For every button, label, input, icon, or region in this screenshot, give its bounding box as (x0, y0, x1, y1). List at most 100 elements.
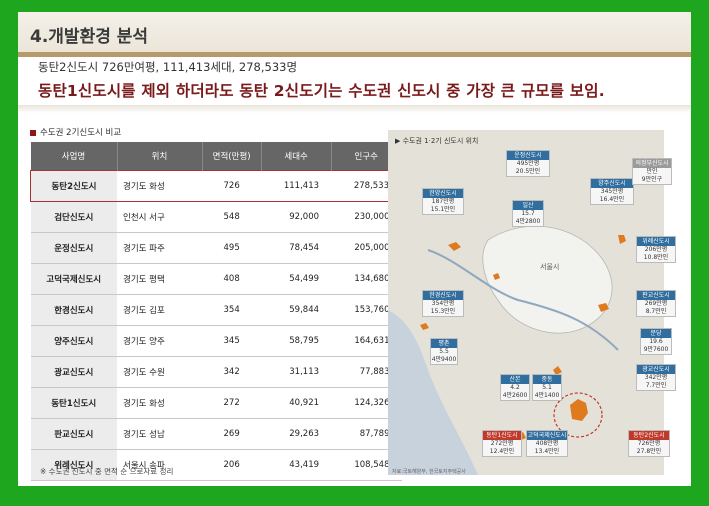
box-line: 15.7 (521, 210, 535, 217)
map-box-ilsan: 일산 15.7 4만2800 (512, 200, 544, 227)
table-row: 한경신도시 경기도 김포 354 59,844 153,760 (30, 294, 402, 326)
map-source: 자료:국토해양부, 한국토지주택공사 (392, 469, 466, 475)
river (427, 249, 619, 351)
map-box-dongtan1: 동탄1신도시 272만평 12.4만인 (482, 430, 522, 457)
cell-name: 고덕국제신도시 (30, 263, 117, 295)
cell-location: 경기도 파주 (117, 232, 202, 264)
table-caption: 수도권 2기신도시 비교 (30, 126, 121, 138)
cell-location: 경기도 수원 (117, 356, 202, 388)
table-row: 광교신도시 경기도 수원 342 31,113 77,883 (30, 356, 402, 388)
box-head: 한경신도시 (423, 291, 463, 300)
box-line: 206만평 (644, 246, 668, 253)
cell-area: 342 (202, 356, 262, 388)
table-row: 판교신도시 경기도 성남 269 29,263 87,789 (30, 418, 402, 450)
table-caption-text: 수도권 2기신도시 비교 (40, 128, 122, 138)
table-row: 위례신도시 서울시 송파 206 43,419 108,548 (30, 449, 402, 481)
cell-households: 59,844 (261, 294, 332, 326)
header-households: 세대수 (261, 142, 332, 171)
divider (18, 105, 691, 113)
box-head: 한양신도시 (423, 189, 463, 198)
cell-households: 58,795 (261, 325, 332, 357)
cell-location: 경기도 평택 (117, 263, 202, 295)
box-line: 354만평 (431, 300, 455, 307)
box-line: 13.4만인 (534, 448, 560, 455)
header-area: 면적(만평) (202, 142, 262, 171)
map-box-dongtan2: 동탄2신도시 726만평 27.8만인 (628, 430, 670, 457)
blob-b (618, 235, 626, 244)
map-box-unjeong: 운정신도시 495만평 20.5만인 (506, 150, 550, 177)
cell-households: 40,921 (261, 387, 332, 419)
header-name: 사업명 (30, 142, 118, 171)
cell-households: 92,000 (261, 201, 332, 233)
cell-households: 54,499 (261, 263, 332, 295)
cell-households: 29,263 (261, 418, 332, 450)
cell-name: 검단신도시 (30, 201, 117, 233)
map-city-label: 서울시 (540, 263, 560, 271)
box-head: 운정신도시 (507, 151, 549, 160)
cell-name: 위례신도시 (30, 449, 117, 481)
map-box-hangyeong: 한경신도시 354만평 15.3만인 (422, 290, 464, 317)
table-row: 검단신도시 인천시 서구 548 92,000 230,000 (30, 201, 402, 233)
blob-dongtan2 (570, 399, 588, 421)
map-box-jungdong: 중동 5.1 4만1400 (532, 374, 562, 401)
box-head: 광교신도시 (637, 365, 675, 374)
map-box-uijeongbu: 의정부신도시 만인 9만인구 (632, 158, 672, 185)
box-line: 9만인구 (641, 176, 663, 183)
table-row: 운정신도시 경기도 파주 495 78,454 205,000 (30, 232, 402, 264)
bullet-square-icon (30, 129, 36, 136)
cell-households: 111,413 (261, 170, 332, 202)
blob-c (598, 303, 609, 312)
map-box-pangyo: 판교신도시 269만평 8.7만인 (636, 290, 676, 317)
cell-location: 경기도 양주 (117, 325, 202, 357)
blob-e (420, 323, 429, 330)
highlight-circle (553, 392, 603, 438)
map-box-yangju: 양주신도시 345만평 16.4만인 (590, 178, 634, 205)
map-box-pyeongchon: 평촌 5.5 4만9400 (430, 338, 458, 365)
map-box-bundang: 분당 19.6 9만7600 (640, 328, 672, 355)
table-row: 고덕국제신도시 경기도 평택 408 54,499 134,680 (30, 263, 402, 295)
blob-d (553, 366, 562, 375)
cell-name: 광교신도시 (30, 356, 117, 388)
map-box-gwanggyo: 광교신도시 342만평 7.7만인 (636, 364, 676, 391)
box-head: 일산 (513, 201, 543, 210)
section-title: 4.개발환경 분석 (30, 27, 149, 47)
cell-households: 31,113 (261, 356, 332, 388)
seoul-area (482, 225, 613, 334)
cell-location: 서울시 송파 (117, 449, 202, 481)
box-line: 19.6 (649, 338, 663, 345)
box-line: 4만1400 (534, 392, 560, 399)
cell-location: 경기도 김포 (117, 294, 202, 326)
box-line: 4만2600 (502, 392, 528, 399)
box-head: 의정부신도시 (633, 159, 671, 168)
table-row: 동탄1신도시 경기도 화성 272 40,921 124,326 (30, 387, 402, 419)
title-stripe (18, 52, 691, 57)
box-line: 27.8만인 (636, 448, 662, 455)
map-box-wirye: 위례신도시 206만평 10.8만인 (636, 236, 676, 263)
headline: 동탄1신도시를 제외 하더라도 동탄 2신도기는 수도권 신도시 중 가장 큰 … (38, 82, 605, 100)
box-line: 8.7만인 (645, 308, 667, 315)
box-head: 판교신도시 (637, 291, 675, 300)
box-head: 분당 (641, 329, 671, 338)
cell-area: 726 (202, 170, 262, 202)
cell-area: 548 (202, 201, 262, 233)
summary-line: 동탄2신도시 726만여평, 111,413세대, 278,533명 (38, 60, 298, 74)
box-line: 20.5만인 (515, 168, 541, 175)
box-line: 4만2800 (515, 218, 541, 225)
box-line: 495만평 (516, 160, 540, 167)
cell-location: 경기도 화성 (117, 387, 202, 419)
cell-name: 동탄1신도시 (30, 387, 117, 419)
box-head: 양주신도시 (591, 179, 633, 188)
box-head: 위례신도시 (637, 237, 675, 246)
blob-g (493, 273, 500, 280)
cell-area: 495 (202, 232, 262, 264)
box-line: 16.4만인 (599, 196, 625, 203)
cell-location: 경기도 성남 (117, 418, 202, 450)
cell-area: 408 (202, 263, 262, 295)
cell-households: 78,454 (261, 232, 332, 264)
cell-name: 양주신도시 (30, 325, 117, 357)
cell-name: 동탄2신도시 (30, 170, 117, 202)
footnote: ※ 수도권 신도시 중 면적 순 으로자료 정리 (40, 467, 174, 476)
box-head: 중동 (533, 375, 561, 384)
box-line: 4만9400 (431, 356, 457, 363)
header-location: 위치 (117, 142, 203, 171)
